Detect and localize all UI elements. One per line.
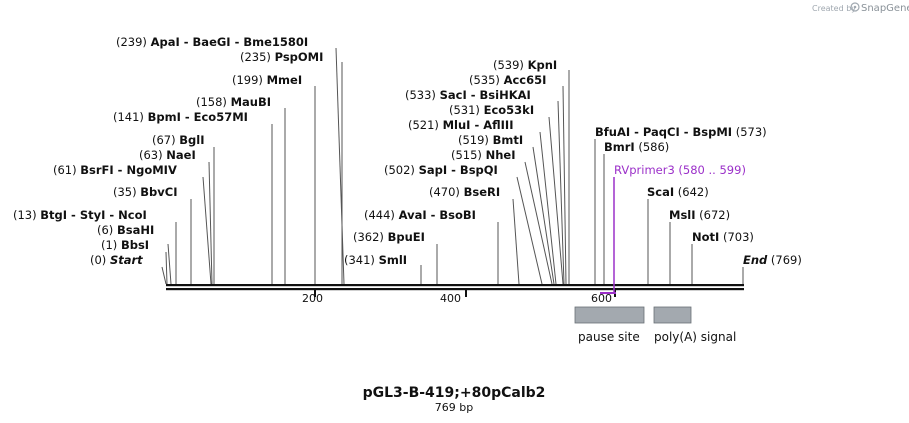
feature-polya-signal bbox=[653, 306, 692, 324]
connector-acc65i bbox=[562, 85, 567, 285]
site-label-msli: MslI (672) bbox=[669, 208, 730, 222]
site-label-eco53ki: (531) Eco53kI bbox=[449, 103, 534, 117]
snapgene-logo-icon bbox=[850, 2, 860, 12]
site-label-bmri: BmrI (586) bbox=[604, 140, 669, 154]
backbone-top-strand bbox=[166, 284, 744, 287]
site-label-apai: (239) ApaI - BaeGI - Bme1580I bbox=[116, 35, 308, 49]
site-label-mlui: (521) MluI - AflIII bbox=[408, 118, 514, 132]
credit-prefix: Created by bbox=[812, 4, 856, 13]
ruler: 200 400 600 bbox=[302, 290, 616, 305]
site-label-smli: (341) SmlI bbox=[344, 253, 407, 267]
map-subtitle: 769 bp bbox=[435, 401, 473, 414]
connector-saci bbox=[557, 100, 565, 285]
site-label-maubi: (158) MauBI bbox=[196, 95, 271, 109]
site-label-bsrfi: (61) BsrFI - NgoMIV bbox=[53, 163, 177, 177]
site-label-bfuai: BfuAI - PaqCI - BspMI (573) bbox=[595, 125, 767, 139]
site-label-bmti: (519) BmtI bbox=[458, 133, 523, 147]
site-label-pspomi: (235) PspOMI bbox=[240, 50, 323, 64]
connector-bmti bbox=[532, 146, 555, 285]
tick-label-400: 400 bbox=[440, 292, 461, 305]
tick-mark-200 bbox=[314, 290, 316, 297]
connector-sapi bbox=[516, 176, 543, 285]
connector-bsrfi bbox=[202, 176, 212, 285]
primer-label-rvprimer3: RVprimer3 (580 .. 599) bbox=[614, 163, 746, 177]
site-label-mmei: (199) MmeI bbox=[232, 73, 302, 87]
site-label-bgli: (67) BglI bbox=[152, 133, 204, 147]
site-label-bpuei: (362) BpuEI bbox=[353, 230, 425, 244]
connector-apai bbox=[335, 47, 345, 285]
site-label-bbsi: (1) BbsI bbox=[101, 238, 149, 252]
site-label-bbvci: (35) BbvCI bbox=[113, 185, 177, 199]
site-label-kpni: (539) KpnI bbox=[493, 58, 557, 72]
site-label-start: (0) Start bbox=[90, 253, 143, 267]
feature-pause-site bbox=[574, 306, 645, 324]
site-label-noti: NotI (703) bbox=[692, 230, 754, 244]
map-title: pGL3-B-419;+80pCalb2 bbox=[363, 385, 546, 401]
site-label-bseri: (470) BseRI bbox=[429, 185, 500, 199]
tick-mark-400 bbox=[465, 290, 467, 297]
connector-eco53ki bbox=[548, 116, 564, 285]
tick-label-600: 600 bbox=[591, 292, 612, 305]
site-label-btgi: (13) BtgI - StyI - NcoI bbox=[13, 208, 147, 222]
feature-label-pause-site: pause site bbox=[578, 330, 640, 344]
connector-start bbox=[161, 266, 167, 285]
connector-bseri bbox=[512, 198, 520, 285]
site-label-acc65i: (535) Acc65I bbox=[469, 73, 546, 87]
site-label-nhei: (515) NheI bbox=[451, 148, 515, 162]
site-label-end: End (769) bbox=[743, 253, 802, 267]
connector-bbsi bbox=[165, 251, 168, 285]
site-label-sapi: (502) SapI - BspQI bbox=[384, 163, 498, 177]
site-label-scai: ScaI (642) bbox=[647, 185, 709, 199]
connector-naei bbox=[208, 161, 213, 285]
connector-lines bbox=[161, 47, 744, 285]
site-label-bpmi: (141) BpmI - Eco57MI bbox=[113, 110, 248, 124]
site-label-bsahi: (6) BsaHI bbox=[97, 223, 154, 237]
site-label-naei: (63) NaeI bbox=[139, 148, 196, 162]
connector-bsahi bbox=[167, 243, 172, 285]
site-label-avai: (444) AvaI - BsoBI bbox=[364, 208, 476, 222]
feature-label-polya-signal: poly(A) signal bbox=[654, 330, 736, 344]
credit-brand: SnapGene bbox=[861, 3, 909, 14]
connector-nhei bbox=[524, 161, 553, 285]
connector-mlui bbox=[539, 131, 557, 285]
backbone-bottom-strand bbox=[166, 288, 744, 291]
site-label-saci: (533) SacI - BsiHKAI bbox=[405, 88, 531, 102]
tick-label-200: 200 bbox=[302, 292, 323, 305]
